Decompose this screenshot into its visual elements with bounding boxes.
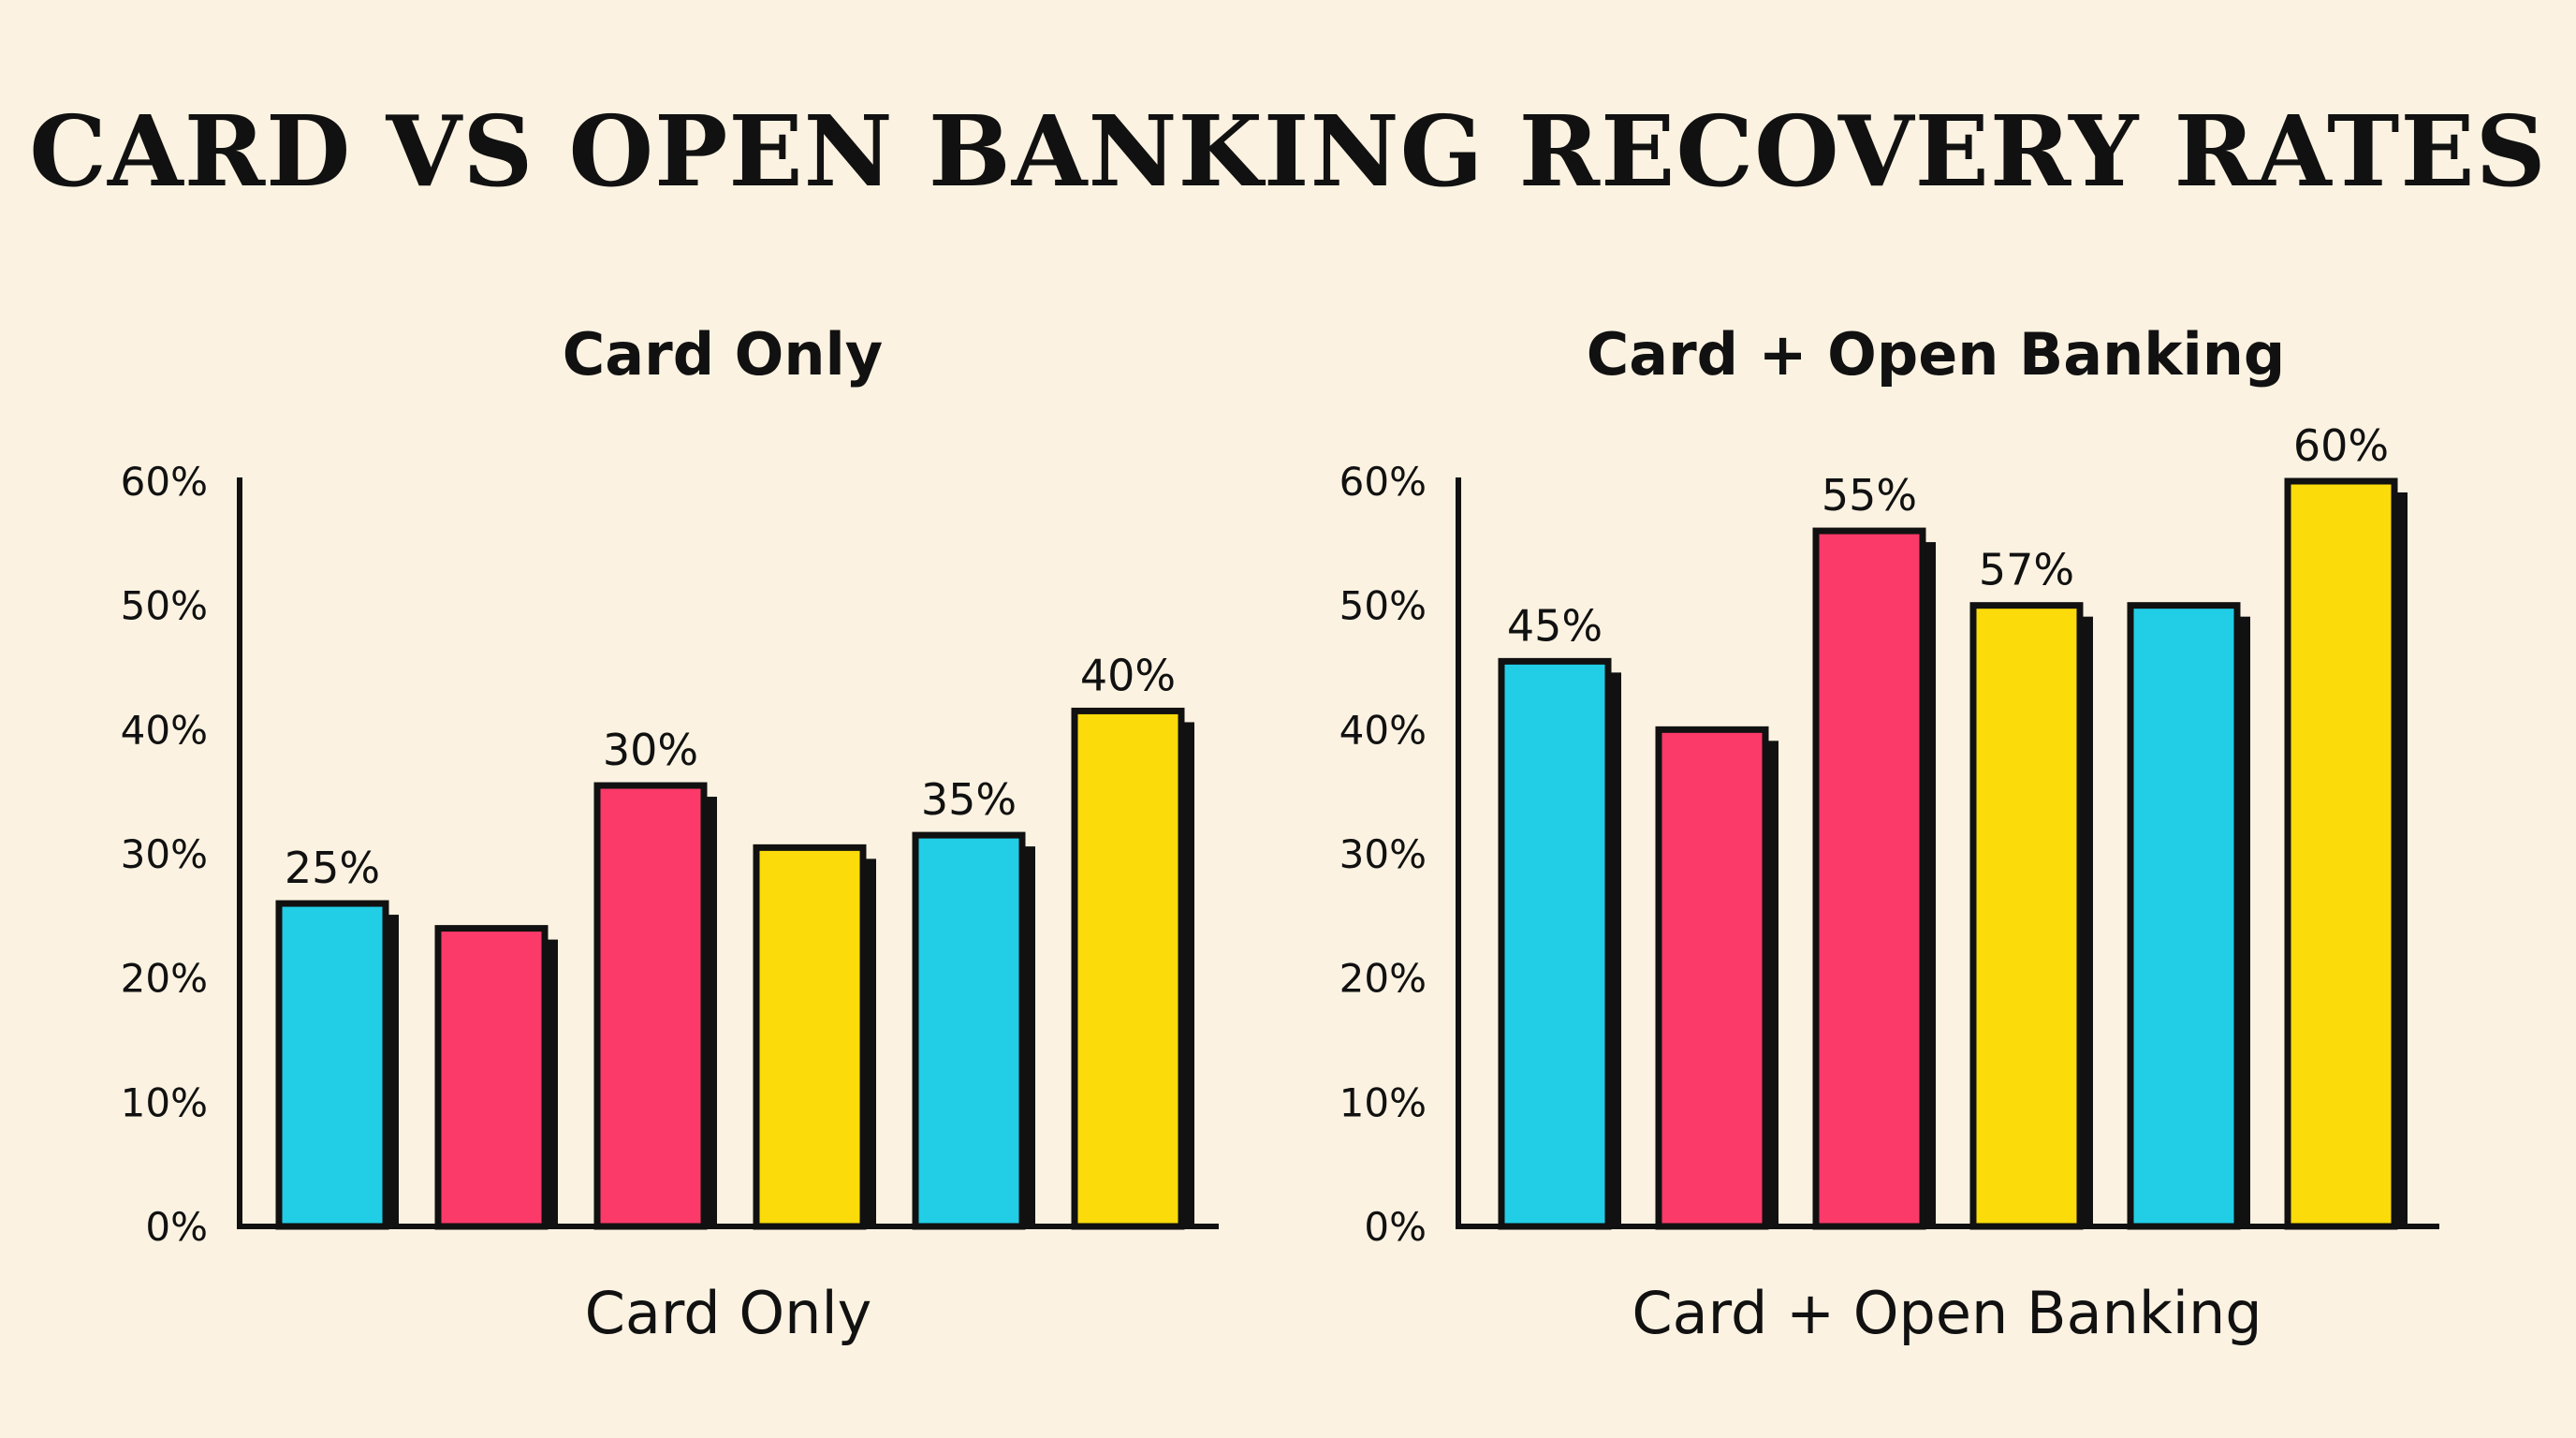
x-axis-label: Card Only <box>585 1279 872 1347</box>
data-label: 30% <box>603 725 698 775</box>
y-tick-label: 60% <box>121 459 208 505</box>
x-axis-label: Card + Open Banking <box>1632 1279 2261 1347</box>
bar <box>753 844 867 1230</box>
y-tick-label: 10% <box>1339 1079 1427 1125</box>
y-tick-label: 20% <box>1339 956 1427 1002</box>
main-title: CARD VS OPEN BANKING RECOVERY RATES <box>29 94 2547 209</box>
y-tick-label: 60% <box>1339 459 1427 505</box>
data-label: 57% <box>1979 545 2074 595</box>
y-tick-label: 0% <box>1364 1204 1427 1250</box>
bar <box>593 782 708 1230</box>
panel-title: Card Only <box>563 320 883 389</box>
bar <box>1969 602 2084 1230</box>
data-label: 25% <box>285 843 380 893</box>
chart-panel-1: Card Only 0% 10% 20% 30% 40% 50% 60% 25% 30% 35% 40… <box>121 320 1219 1347</box>
y-tick-label: 30% <box>1339 831 1427 877</box>
bar <box>1071 707 1185 1230</box>
y-tick-label: 40% <box>121 707 208 753</box>
bar <box>1812 527 1926 1230</box>
y-tick-label: 0% <box>145 1204 208 1250</box>
bar <box>2127 602 2241 1230</box>
y-tick-label: 30% <box>121 831 208 877</box>
y-tick-label: 10% <box>121 1079 208 1125</box>
y-tick-label: 50% <box>121 583 208 629</box>
y-tick-label: 50% <box>1339 583 1427 629</box>
data-label: 35% <box>921 774 1017 825</box>
bar <box>275 900 389 1230</box>
y-tick-label: 40% <box>1339 707 1427 753</box>
panel-title: Card + Open Banking <box>1587 320 2286 389</box>
bar <box>1498 657 1612 1230</box>
data-label: 60% <box>2293 420 2389 471</box>
bar <box>434 925 549 1230</box>
data-label: 45% <box>1507 600 1603 651</box>
data-label: 40% <box>1080 650 1176 700</box>
chart-panel-2: Card + Open Banking 0% 10% 20% 30% 40% 50% 60% 4… <box>1339 320 2439 1347</box>
y-tick-label: 20% <box>121 956 208 1002</box>
bar <box>1655 726 1769 1230</box>
data-label: 55% <box>1822 470 1917 521</box>
bar <box>2284 477 2398 1230</box>
bar <box>912 831 1026 1230</box>
